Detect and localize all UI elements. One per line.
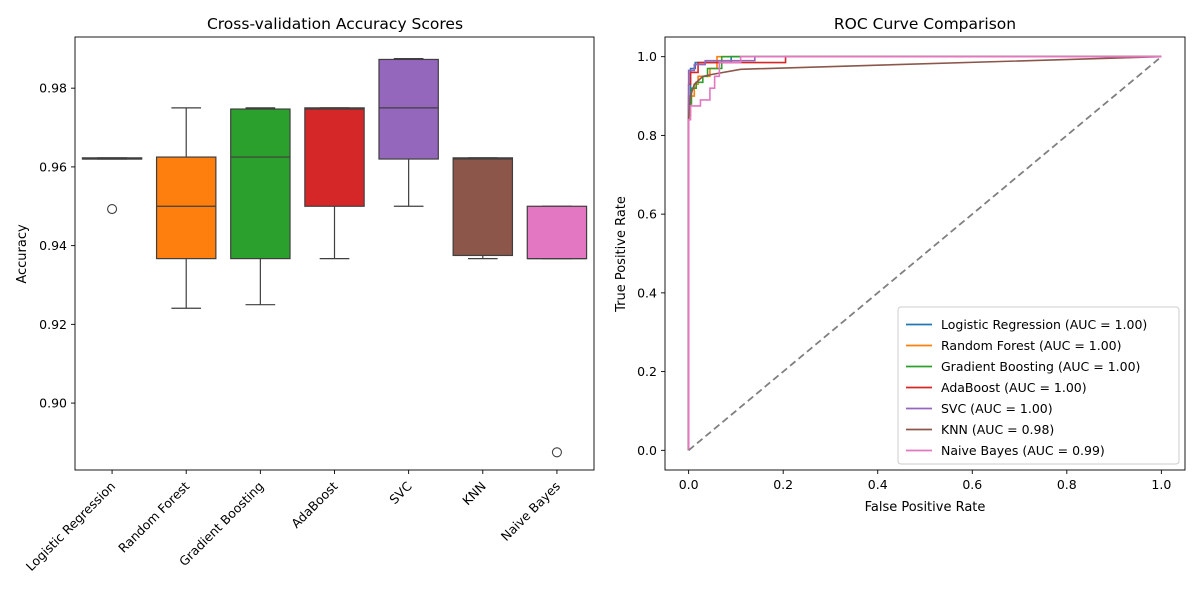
legend-label-3: AdaBoost (AUC = 1.00)	[941, 380, 1087, 395]
y-tick-label: 0.0	[637, 443, 657, 458]
legend-label-5: KNN (AUC = 0.98)	[941, 422, 1054, 437]
y-tick-label: 0.98	[39, 81, 67, 96]
box-body	[230, 108, 291, 260]
legend-label-1: Random Forest (AUC = 1.00)	[941, 338, 1122, 353]
y-tick-label: 0.96	[39, 159, 67, 174]
legend-box	[897, 306, 1180, 465]
y-tick-label: 0.92	[39, 317, 67, 332]
box-body	[526, 205, 588, 260]
x-tick-label: 1.0	[1151, 477, 1171, 492]
box-outlier	[551, 447, 562, 458]
y-tick-label: 0.8	[637, 128, 657, 143]
roc-curve-4	[687, 55, 1162, 451]
box-3	[304, 107, 365, 260]
y-tick-label: 0.94	[39, 238, 67, 253]
x-tick-label: 0.2	[773, 477, 793, 492]
boxplot-marks	[81, 58, 588, 458]
x-tick-label: 0.4	[868, 477, 888, 492]
y-tick-label: 0.4	[637, 285, 657, 300]
y-tick-label: 0.90	[39, 396, 67, 411]
legend-label-6: Naive Bayes (AUC = 0.99)	[941, 443, 1105, 458]
roc-title: ROC Curve Comparison	[834, 15, 1016, 33]
boxplot-title: Cross-validation Accuracy Scores	[207, 15, 463, 33]
y-tick-label: 1.0	[637, 49, 657, 64]
y-tick-label: 0.6	[637, 207, 657, 222]
y-tick-label: 0.2	[637, 364, 657, 379]
roc-x-axis-label: False Positive Rate	[865, 500, 986, 515]
roc-x-ticks: 0.0 0.2 0.4 0.6 0.8 1.0	[679, 470, 1171, 492]
box-1	[155, 107, 217, 309]
boxplot-y-ticks: 0.90 0.92 0.94 0.96 0.98	[39, 81, 75, 411]
roc-curve-5	[687, 55, 1162, 451]
box-outlier	[107, 203, 118, 215]
box-6	[526, 205, 588, 458]
x-tick-label: 0.6	[962, 477, 982, 492]
roc-marks	[687, 55, 1162, 452]
box-body	[378, 58, 439, 160]
box-body	[452, 157, 514, 257]
x-tick-label: 0.8	[1057, 477, 1077, 492]
roc-diagonal-reference	[688, 55, 1162, 452]
legend-label-2: Gradient Boosting (AUC = 1.00)	[941, 359, 1140, 374]
box-4	[378, 58, 439, 207]
roc-y-ticks: 0.0 0.2 0.4 0.6 0.8 1.0	[637, 49, 665, 458]
legend-label-4: SVC (AUC = 1.00)	[941, 401, 1053, 416]
box-2	[230, 107, 291, 306]
roc-y-axis-label: True Positive Rate	[614, 196, 629, 313]
legend-label-0: Logistic Regression (AUC = 1.00)	[941, 317, 1147, 332]
roc-legend: Logistic Regression (AUC = 1.00) Random F…	[897, 306, 1180, 465]
roc-panel: ROC Curve Comparison 0.00.20.40.60.81.0 …	[614, 15, 1186, 515]
box-0	[81, 157, 143, 215]
roc-curve-6	[687, 55, 1162, 451]
roc-frame	[664, 36, 1186, 471]
box-5	[452, 157, 514, 260]
x-tick-label: 0.0	[679, 477, 699, 492]
boxplot-y-axis-label: Accuracy	[15, 224, 30, 284]
box-body	[155, 156, 217, 260]
roc-curve-2	[687, 55, 1162, 451]
box-body	[304, 107, 365, 207]
